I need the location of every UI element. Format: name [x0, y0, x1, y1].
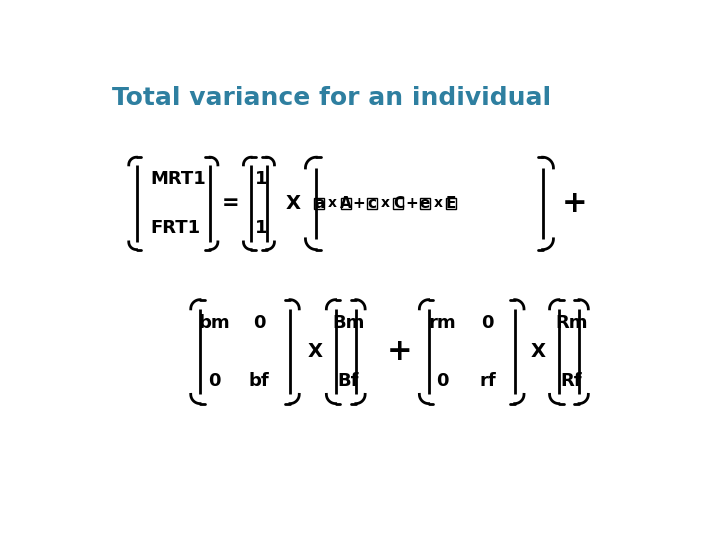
Text: +: +	[353, 196, 365, 211]
Text: +: +	[405, 196, 418, 211]
Text: FRT1: FRT1	[150, 219, 201, 237]
Text: rf: rf	[480, 372, 496, 389]
Text: Bm: Bm	[332, 314, 364, 332]
Text: X: X	[531, 342, 546, 361]
Text: e: e	[420, 196, 430, 211]
Text: x: x	[433, 197, 443, 211]
Text: rm: rm	[429, 314, 456, 332]
Text: +: +	[562, 189, 588, 218]
Text: 1: 1	[255, 170, 268, 188]
Text: =: =	[222, 193, 240, 213]
Text: +: +	[387, 337, 413, 366]
Text: 0: 0	[253, 314, 265, 332]
Text: MRT1: MRT1	[150, 170, 206, 188]
Text: Bf: Bf	[338, 372, 359, 389]
Text: bm: bm	[198, 314, 230, 332]
Text: 0: 0	[482, 314, 494, 332]
Text: 0: 0	[436, 372, 449, 389]
Text: c: c	[368, 196, 377, 211]
Text: E: E	[446, 196, 456, 211]
Text: Rf: Rf	[560, 372, 582, 389]
Text: x: x	[328, 197, 337, 211]
Text: X: X	[307, 342, 323, 361]
Text: a: a	[314, 196, 325, 211]
Text: 1: 1	[255, 219, 268, 237]
Text: 0: 0	[208, 372, 220, 389]
Text: C: C	[393, 196, 404, 211]
Text: X: X	[286, 194, 300, 213]
Text: Rm: Rm	[555, 314, 588, 332]
Text: x: x	[381, 197, 390, 211]
Text: bf: bf	[248, 372, 269, 389]
Text: Total variance for an individual: Total variance for an individual	[112, 86, 551, 110]
Text: A: A	[340, 196, 351, 211]
